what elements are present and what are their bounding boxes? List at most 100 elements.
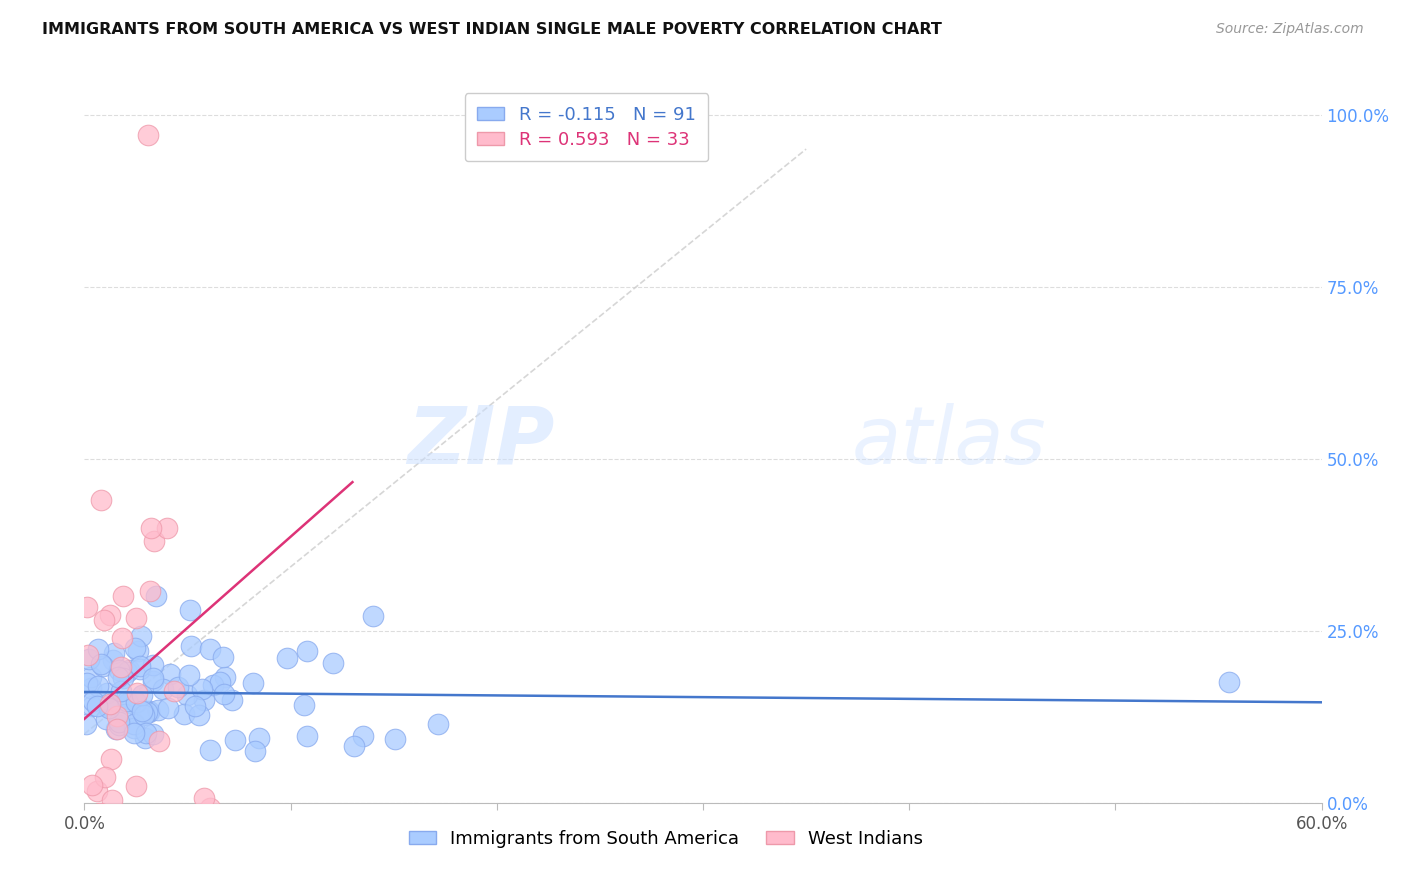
Point bbox=[142, 673, 165, 688]
Point bbox=[96, 686, 118, 700]
Point bbox=[132, 705, 155, 719]
Point bbox=[198, 641, 221, 656]
Point bbox=[322, 656, 344, 670]
Point bbox=[110, 660, 132, 674]
Point bbox=[156, 520, 179, 534]
Point bbox=[87, 817, 110, 831]
Legend: Immigrants from South America, West Indians: Immigrants from South America, West Indi… bbox=[398, 819, 934, 859]
Point bbox=[98, 608, 121, 623]
Point bbox=[361, 608, 384, 623]
Point bbox=[188, 708, 211, 723]
Point bbox=[135, 726, 157, 740]
Point bbox=[117, 693, 139, 707]
Text: ZIP: ZIP bbox=[408, 402, 554, 481]
Point bbox=[134, 731, 156, 745]
Point bbox=[142, 657, 165, 672]
Point bbox=[427, 716, 450, 731]
Point bbox=[152, 681, 174, 696]
Point bbox=[105, 723, 128, 737]
Point bbox=[143, 533, 166, 548]
Point bbox=[141, 520, 163, 534]
Point bbox=[87, 642, 110, 657]
Point bbox=[342, 739, 364, 753]
Point bbox=[242, 675, 264, 690]
Point bbox=[145, 590, 167, 604]
Point bbox=[100, 751, 122, 765]
Point bbox=[125, 696, 148, 710]
Point bbox=[111, 589, 134, 603]
Point bbox=[156, 701, 179, 715]
Point bbox=[118, 664, 141, 678]
Point bbox=[77, 823, 100, 838]
Point bbox=[131, 688, 153, 702]
Point bbox=[86, 679, 108, 693]
Point bbox=[110, 683, 132, 698]
Point bbox=[166, 680, 188, 694]
Point bbox=[103, 646, 125, 660]
Point bbox=[209, 674, 232, 689]
Point bbox=[115, 665, 138, 679]
Point bbox=[221, 693, 243, 707]
Point bbox=[105, 709, 128, 723]
Point bbox=[104, 722, 127, 736]
Point bbox=[138, 706, 160, 720]
Point bbox=[89, 806, 111, 821]
Point bbox=[193, 791, 215, 805]
Point bbox=[90, 493, 112, 508]
Point bbox=[117, 696, 139, 710]
Point bbox=[79, 652, 101, 666]
Point bbox=[97, 698, 120, 713]
Point bbox=[142, 671, 165, 685]
Point bbox=[80, 670, 103, 684]
Point bbox=[173, 706, 195, 721]
Point bbox=[129, 709, 152, 723]
Point bbox=[276, 651, 298, 665]
Point bbox=[138, 704, 160, 718]
Point bbox=[249, 731, 271, 745]
Point bbox=[295, 729, 318, 743]
Point bbox=[245, 744, 267, 758]
Point bbox=[128, 659, 150, 673]
Point bbox=[122, 721, 145, 735]
Point bbox=[352, 729, 374, 743]
Point bbox=[77, 648, 100, 662]
Point bbox=[131, 629, 153, 643]
Point bbox=[177, 668, 200, 682]
Point bbox=[212, 687, 235, 701]
Point bbox=[84, 823, 107, 838]
Point bbox=[129, 662, 152, 676]
Point bbox=[159, 667, 181, 681]
Point bbox=[198, 801, 221, 815]
Point bbox=[98, 701, 121, 715]
Point bbox=[114, 707, 136, 722]
Point bbox=[111, 631, 134, 645]
Point bbox=[127, 686, 149, 700]
Point bbox=[80, 699, 103, 714]
Point bbox=[122, 717, 145, 731]
Point bbox=[146, 703, 169, 717]
Point bbox=[176, 688, 198, 702]
Point bbox=[93, 770, 115, 784]
Point bbox=[124, 640, 146, 655]
Point bbox=[211, 650, 233, 665]
Point bbox=[76, 599, 98, 614]
Point bbox=[131, 704, 153, 718]
Point bbox=[142, 727, 165, 741]
Point bbox=[384, 732, 406, 747]
Point bbox=[107, 714, 129, 729]
Point bbox=[224, 733, 246, 747]
Text: IMMIGRANTS FROM SOUTH AMERICA VS WEST INDIAN SINGLE MALE POVERTY CORRELATION CHA: IMMIGRANTS FROM SOUTH AMERICA VS WEST IN… bbox=[42, 22, 942, 37]
Point bbox=[179, 603, 201, 617]
Point bbox=[138, 584, 160, 599]
Point bbox=[75, 717, 97, 731]
Point bbox=[136, 128, 159, 143]
Point bbox=[191, 681, 214, 696]
Point bbox=[125, 611, 148, 625]
Point bbox=[292, 698, 315, 712]
Point bbox=[125, 779, 148, 793]
Point bbox=[132, 708, 155, 723]
Point bbox=[193, 693, 215, 707]
Point bbox=[1218, 675, 1240, 690]
Point bbox=[80, 778, 103, 792]
Point bbox=[122, 725, 145, 739]
